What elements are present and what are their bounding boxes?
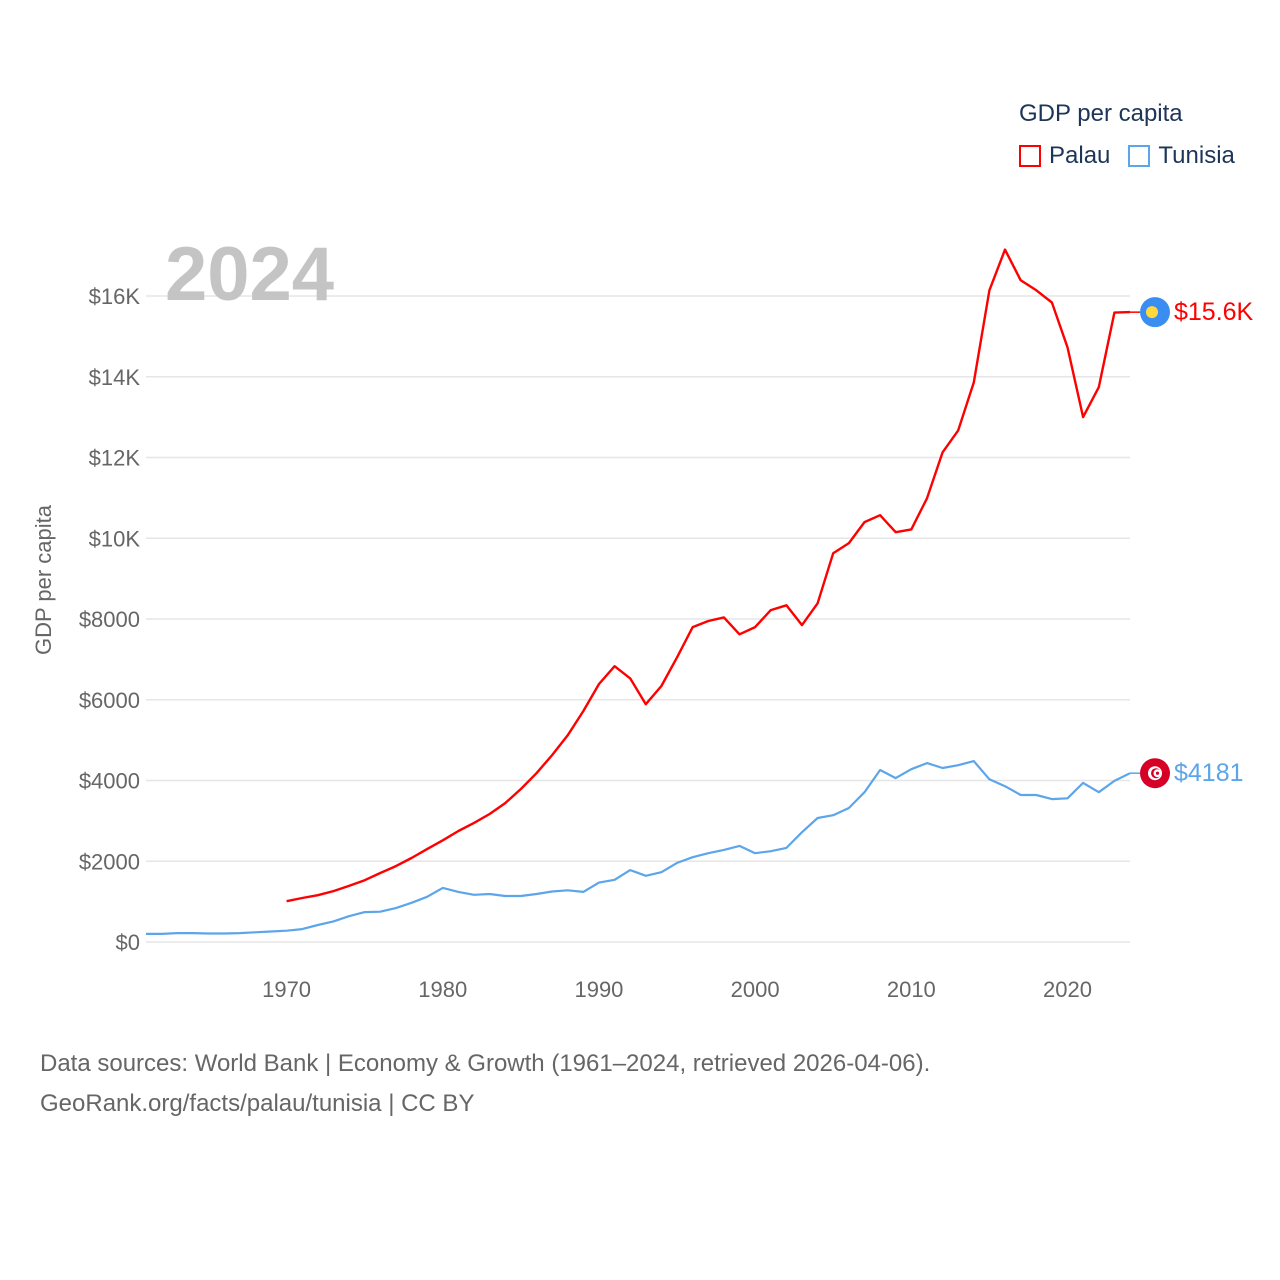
legend-label-tunisia: Tunisia [1158,142,1235,169]
x-axis-ticks: 1970 1980 1990 2000 2010 2020 [262,977,1092,1002]
end-value-label: $15.6K [1174,298,1254,326]
series-lines [146,248,1131,936]
y-tick-label: $12K [89,446,141,471]
legend-swatch-tunisia [1128,145,1151,167]
end-value-label: $4181 [1174,759,1244,787]
legend: Palau Tunisia [1019,142,1253,170]
x-tick-label: 1990 [574,977,623,1002]
x-tick-label: 2010 [887,977,936,1002]
end-labels: $15.6K $4181 [1130,297,1254,789]
y-tick-label: $6000 [79,688,140,713]
footer: Data sources: World Bank | Economy & Gro… [40,1044,930,1124]
legend-item-palau[interactable]: Palau [1019,142,1110,170]
series-line-palau [286,248,1131,903]
gridlines [146,295,1130,943]
tunisia-star [1155,771,1160,775]
year-watermark: 2024 [165,232,334,317]
x-tick-label: 2000 [731,977,780,1002]
series-line-tunisia [146,759,1131,936]
legend-title: GDP per capita [1019,100,1183,127]
y-tick-label: $8000 [79,607,140,632]
legend-swatch-palau [1019,145,1041,167]
x-tick-label: 1980 [418,977,467,1002]
x-tick-label: 1970 [262,977,311,1002]
y-tick-label: $10K [89,526,141,551]
y-tick-label: $4000 [79,769,140,794]
legend-label-palau: Palau [1049,142,1111,169]
y-axis-label: GDP per capita [31,504,56,655]
legend-item-tunisia[interactable]: Tunisia [1128,142,1235,170]
y-axis-ticks: $0 $2000 $4000 $6000 $8000 $10K $12K $14K $16K [79,284,141,955]
footer-credit[interactable]: GeoRank.org/facts/palau/tunisia | CC BY [40,1090,475,1117]
palau-flag-disc [1146,306,1158,319]
footer-sources: Data sources: World Bank | Economy & Gro… [40,1050,931,1077]
y-tick-label: $0 [116,930,140,955]
y-tick-label: $2000 [79,849,140,874]
x-tick-label: 2020 [1043,977,1092,1002]
y-tick-label: $14K [89,365,141,390]
y-tick-label: $16K [89,284,141,309]
